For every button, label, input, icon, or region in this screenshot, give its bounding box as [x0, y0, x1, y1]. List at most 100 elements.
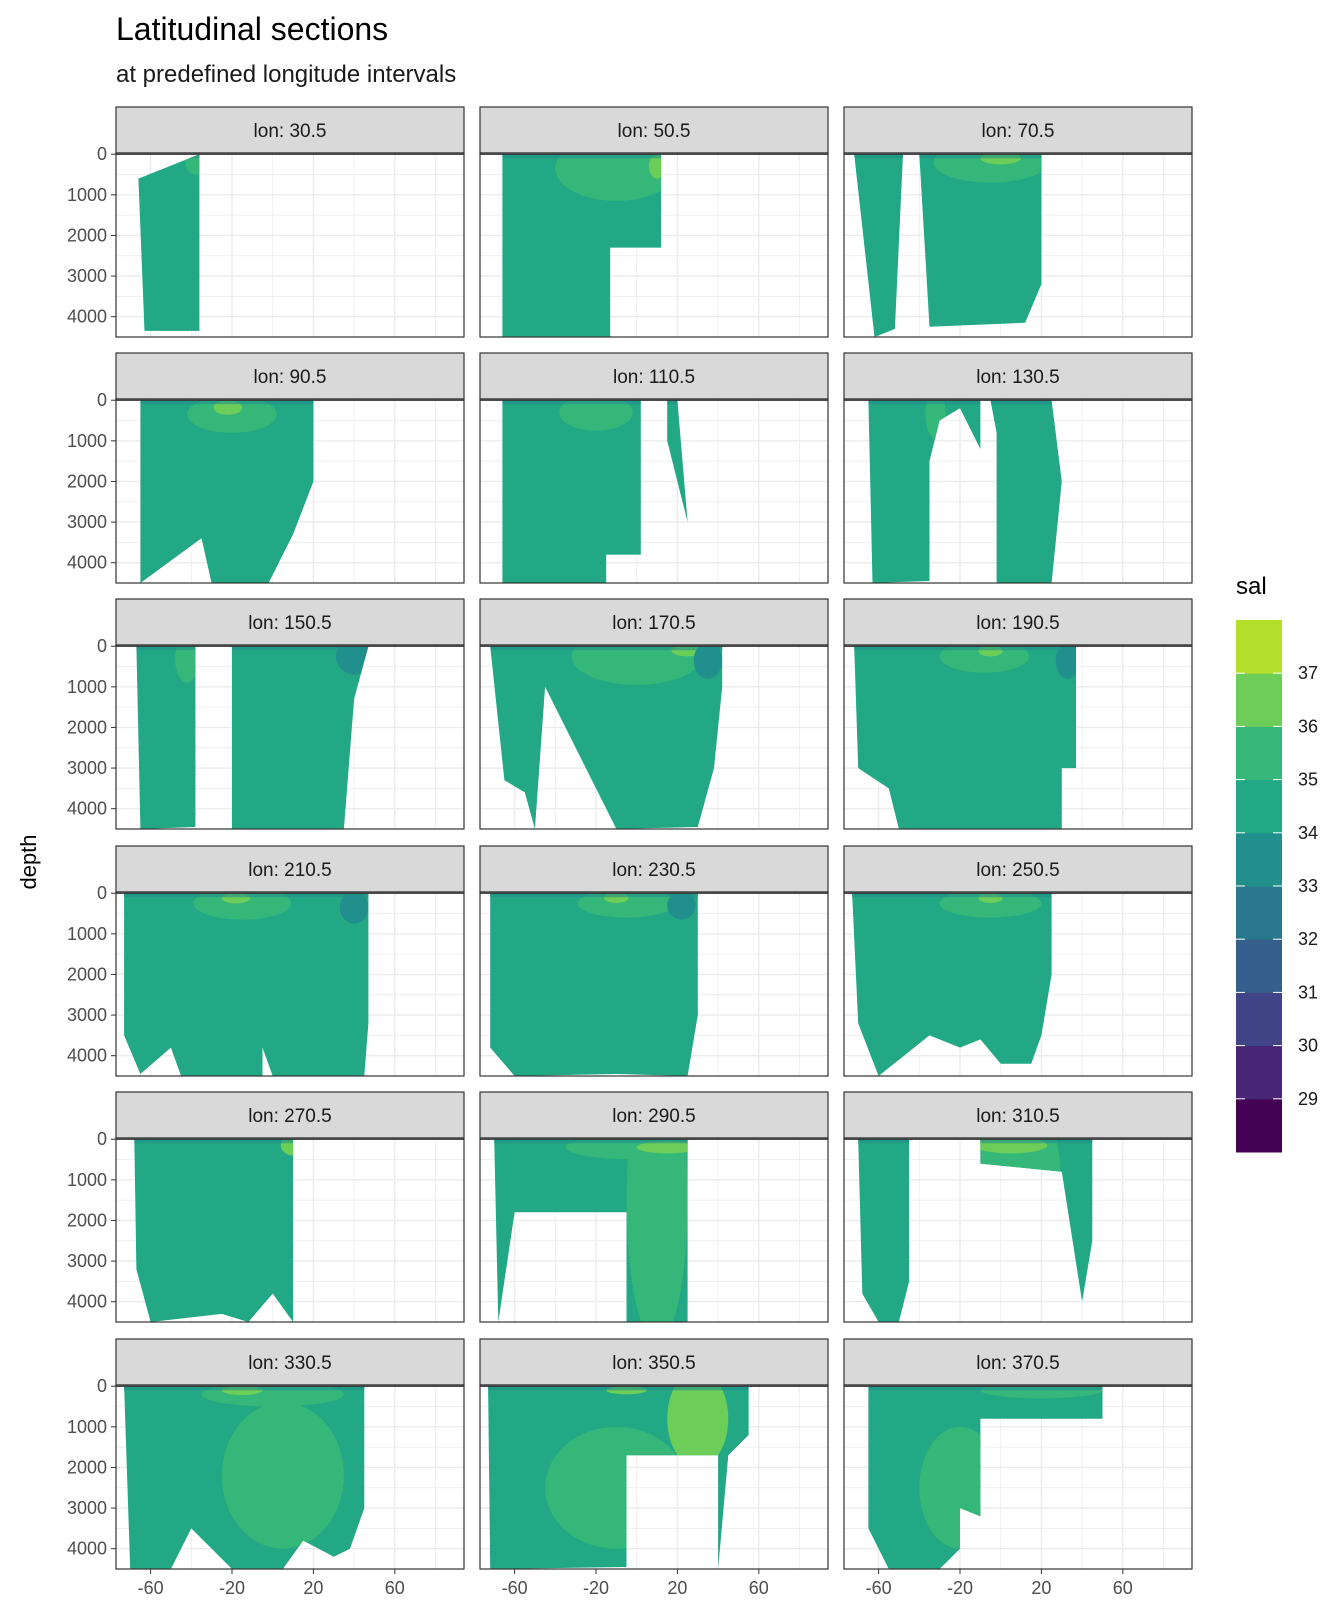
- surface-layer: [854, 646, 1076, 651]
- salinity-region: [852, 893, 1052, 1076]
- salinity-region: [140, 400, 314, 583]
- legend-swatch: [1236, 673, 1282, 727]
- x-tick-label: -60: [138, 1578, 164, 1598]
- y-tick-label: 1000: [67, 1170, 107, 1190]
- facet-strip-label: lon: 270.5: [248, 1106, 331, 1127]
- salinity-region: [136, 646, 369, 829]
- facet-strip-label: lon: 250.5: [976, 860, 1059, 881]
- salinity-field: [502, 400, 688, 583]
- panel-border: [843, 1137, 1193, 1323]
- facet-strip-label: lon: 330.5: [248, 1353, 331, 1374]
- y-tick-label: 0: [97, 144, 107, 164]
- x-tick-label: 60: [1113, 1578, 1133, 1598]
- facet-strip: [115, 1338, 465, 1386]
- facet-strip-label: lon: 310.5: [976, 1106, 1059, 1127]
- facet-strip: [479, 598, 829, 646]
- y-tick-label: 2000: [67, 225, 107, 245]
- legend-label: 30: [1298, 1036, 1318, 1056]
- facet-panel: lon: 70.5: [843, 106, 1193, 338]
- facet-strip-label: lon: 110.5: [613, 367, 695, 388]
- y-tick-label: 0: [97, 390, 107, 410]
- x-tick-label: -20: [219, 1578, 245, 1598]
- facet-strip: [843, 1338, 1193, 1386]
- facet-strip: [115, 1091, 465, 1139]
- y-tick-label: 2000: [67, 717, 107, 737]
- salinity-region: [490, 646, 723, 829]
- panel-border: [843, 891, 1193, 1077]
- facet-strip: [479, 352, 829, 400]
- salinity-contour: [221, 1402, 344, 1549]
- y-tick-label: 1000: [67, 185, 107, 205]
- legend-swatch: [1236, 1098, 1282, 1153]
- salinity-contour: [667, 1386, 729, 1468]
- panel-border: [479, 152, 829, 338]
- facet-panel: lon: 250.5: [843, 845, 1193, 1077]
- surface-layer: [136, 646, 369, 651]
- legend-swatch: [1236, 886, 1282, 940]
- y-tick-label: 3000: [67, 266, 107, 286]
- facet-strip: [843, 106, 1193, 154]
- legend-label: 31: [1298, 982, 1318, 1002]
- salinity-region: [854, 154, 1042, 337]
- x-tick-label: 60: [385, 1578, 405, 1598]
- facet-panel: lon: 330.5 0 1000 2000 3000 4000 -60 -20 20 60: [67, 1338, 465, 1598]
- legend: sal 29 30 31 32 33 34 35 36 37: [1236, 573, 1318, 1153]
- x-tick-label: -20: [583, 1578, 609, 1598]
- salinity-region: [138, 154, 200, 331]
- salinity-field: [852, 893, 1052, 1076]
- facet-strip: [843, 352, 1193, 400]
- facet-panel: lon: 350.5 -60 -20 20 60: [479, 1338, 829, 1598]
- salinity-contour: [648, 154, 662, 179]
- legend-title: sal: [1236, 573, 1267, 600]
- legend-swatch: [1236, 992, 1282, 1047]
- facet-strip: [843, 1091, 1193, 1139]
- surface-layer: [124, 893, 369, 898]
- facet-panel: lon: 150.5 0 1000 2000 3000 4000: [67, 598, 465, 830]
- facet-strip-label: lon: 150.5: [248, 613, 331, 634]
- y-tick-label: 4000: [67, 1539, 107, 1559]
- facet-panel: lon: 170.5: [479, 598, 829, 830]
- facet-strip-label: lon: 90.5: [254, 367, 327, 388]
- panel-border: [115, 152, 465, 338]
- salinity-region: [134, 1139, 294, 1322]
- salinity-field: [854, 154, 1042, 337]
- salinity-contour: [636, 1141, 698, 1154]
- y-tick-label: 1000: [67, 1417, 107, 1437]
- salinity-region: [868, 1386, 1103, 1569]
- facet-strip: [479, 1338, 829, 1386]
- panel-border: [115, 644, 465, 830]
- facet-strip-label: lon: 50.5: [618, 121, 691, 142]
- y-tick-label: 2000: [67, 1457, 107, 1477]
- facet-strip-label: lon: 130.5: [976, 367, 1059, 388]
- y-tick-label: 3000: [67, 758, 107, 778]
- surface-layer: [490, 893, 698, 898]
- facet-panel: lon: 50.5: [479, 106, 829, 338]
- y-tick-label: 1000: [67, 677, 107, 697]
- salinity-contour: [555, 154, 662, 201]
- salinity-field: [134, 1139, 294, 1322]
- legend-swatch: [1236, 939, 1282, 993]
- salinity-field: [136, 646, 369, 829]
- salinity-contour: [1055, 646, 1076, 679]
- facet-strip: [115, 106, 465, 154]
- surface-layer: [488, 1386, 749, 1391]
- y-tick-label: 2000: [67, 471, 107, 491]
- facet-strip: [115, 845, 465, 893]
- x-tick-label: 60: [749, 1578, 769, 1598]
- y-tick-label: 0: [97, 636, 107, 656]
- legend-label: 36: [1298, 716, 1318, 736]
- facet-strip-label: lon: 70.5: [982, 121, 1055, 142]
- facet-panel: lon: 90.5 0 1000 2000 3000 4000: [67, 352, 465, 584]
- facet-strip-label: lon: 170.5: [612, 613, 695, 634]
- surface-layer: [494, 1139, 719, 1144]
- facet-strip: [115, 352, 465, 400]
- legend-labels: 29 30 31 32 33 34 35 36 37: [1298, 663, 1318, 1109]
- legend-swatch: [1236, 726, 1282, 781]
- surface-layer: [868, 1386, 1103, 1391]
- y-tick-label: 0: [97, 883, 107, 903]
- legend-swatch: [1236, 779, 1282, 834]
- facet-strip-label: lon: 350.5: [612, 1353, 695, 1374]
- y-tick-label: 4000: [67, 307, 107, 327]
- chart-title: Latitudinal sections: [116, 11, 388, 47]
